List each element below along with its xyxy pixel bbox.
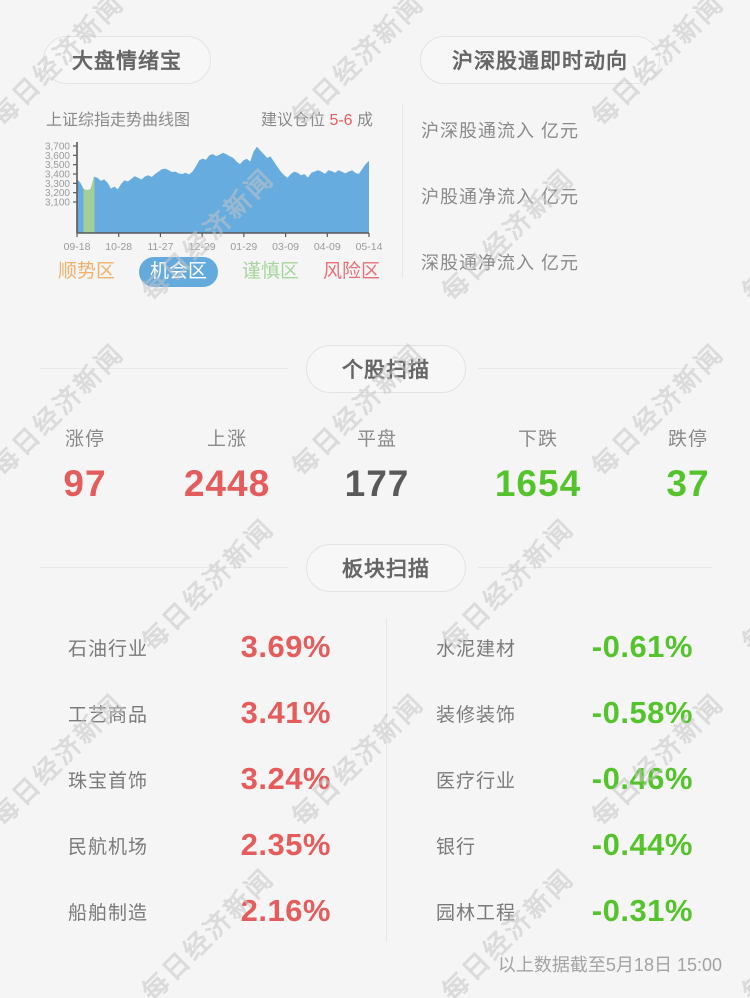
northbound-flow-row: 深股通净流入 亿元 [421,253,580,273]
stat-label: 平盘 [356,429,397,450]
advice-prefix: 建议仓位 [261,112,330,129]
legend-zone-item[interactable]: 顺势区 [58,261,116,282]
svg-text:3,600: 3,600 [45,151,70,162]
svg-text:3,200: 3,200 [45,188,70,199]
svg-text:3,100: 3,100 [45,198,70,209]
advice-value: 5-6 [329,112,353,129]
stock-scan-title-pill: 个股扫描 [306,345,466,393]
sector-row: 装修装饰 -0.58% [436,680,693,746]
sector-scan-divider-right [478,567,712,568]
sector-row: 民航机场 2.35% [68,812,331,878]
sector-row: 珠宝首饰 3.24% [68,746,331,812]
svg-text:10-28: 10-28 [105,241,132,253]
sector-scan-title: 板块扫描 [342,558,430,581]
sector-row: 水泥建材 -0.61% [436,614,693,680]
sector-change: -0.46% [591,761,693,796]
sector-change: 3.69% [240,629,331,664]
sector-name: 民航机场 [68,836,149,858]
northbound-flow-row: 沪深股通流入 亿元 [421,121,580,141]
zone-legend: 顺势区 机会区 谨慎区 风险区 [58,257,380,287]
sector-name: 银行 [436,836,477,858]
stat-column: 跌停 37 [613,424,750,505]
sector-name: 园林工程 [436,902,517,924]
northbound-flow-row: 沪股通净流入 亿元 [421,187,580,207]
sector-row: 园林工程 -0.31% [436,878,693,944]
svg-text:12-29: 12-29 [189,241,216,253]
svg-text:3,400: 3,400 [45,170,70,181]
stat-column: 上涨 2448 [152,424,302,505]
sector-change: -0.58% [591,695,693,730]
stat-label: 下跌 [517,429,558,450]
sector-vertical-divider [386,618,387,942]
sentiment-title: 大盘情绪宝 [72,50,182,73]
opportunity-zone-band [83,146,95,233]
sector-change: -0.31% [591,893,693,928]
sector-row: 船舶制造 2.16% [68,878,331,944]
northbound-title: 沪深股通即时动向 [452,50,628,73]
position-advice: 建议仓位 5-6 成 [261,106,373,130]
svg-text:09-18: 09-18 [64,241,91,253]
svg-text:3,500: 3,500 [45,160,70,171]
sentiment-title-pill: 大盘情绪宝 [43,36,211,84]
stat-label: 跌停 [667,429,708,450]
sector-scan-divider-left [40,567,288,568]
sector-change: 2.16% [240,893,331,928]
sector-change: 3.41% [240,695,331,730]
index-area [77,146,369,233]
sector-name: 医疗行业 [436,770,517,792]
stat-label: 涨停 [64,429,105,450]
sector-change: -0.44% [591,827,693,862]
svg-text:05-14: 05-14 [356,241,383,253]
stat-value: 2448 [183,463,271,504]
stat-column: 涨停 97 [10,424,160,505]
stat-value: 1654 [494,463,582,504]
sector-scan-title-pill: 板块扫描 [306,544,466,592]
svg-text:3,700: 3,700 [45,142,70,153]
sector-name: 装修装饰 [436,704,517,726]
northbound-title-pill: 沪深股通即时动向 [420,36,660,84]
sector-name: 船舶制造 [68,902,149,924]
sector-row: 医疗行业 -0.46% [436,746,693,812]
stat-value: 177 [344,463,410,504]
sector-row: 工艺商品 3.41% [68,680,331,746]
stat-value: 37 [666,463,710,504]
top-vertical-divider [402,104,403,278]
svg-text:3,300: 3,300 [45,179,70,190]
legend-zone-item[interactable]: 风险区 [322,261,380,282]
legend-zone-item[interactable]: 谨慎区 [241,261,299,282]
sector-name: 石油行业 [68,638,149,660]
sector-name: 水泥建材 [436,638,517,660]
sector-gainers-list: 石油行业 3.69% 工艺商品 3.41% 珠宝首饰 3.24% 民航机场 2.35% 船舶制造… [68,614,331,944]
stat-column: 下跌 1654 [463,424,613,505]
data-timestamp-note: 以上数据截至5月18日 15:00 [497,955,722,975]
svg-text:01-29: 01-29 [230,241,257,253]
sector-change: 3.24% [240,761,331,796]
stat-column: 平盘 177 [302,424,452,505]
chart-title: 上证综指走势曲线图 [46,112,191,129]
advice-suffix: 成 [352,112,374,129]
svg-text:03-09: 03-09 [272,241,299,253]
svg-text:04-09: 04-09 [314,241,341,253]
sector-change: -0.61% [591,629,693,664]
sector-name: 工艺商品 [68,704,149,726]
stat-value: 97 [63,463,107,504]
sector-row: 银行 -0.44% [436,812,693,878]
legend-zone-active[interactable]: 机会区 [138,257,218,287]
sector-name: 珠宝首饰 [68,770,149,792]
sector-losers-list: 水泥建材 -0.61% 装修装饰 -0.58% 医疗行业 -0.46% 银行 -0.44% 园林… [436,614,693,944]
sector-change: 2.35% [240,827,331,862]
stock-scan-title: 个股扫描 [342,359,430,382]
svg-text:11-27: 11-27 [147,241,173,253]
northbound-rows: 沪深股通流入 亿元 沪股通净流入 亿元 深股通净流入 亿元 [421,110,579,308]
stock-scan-divider-right [478,368,712,369]
stat-label: 上涨 [206,429,247,450]
stock-scan-divider-left [40,368,288,369]
sector-row: 石油行业 3.69% [68,614,331,680]
